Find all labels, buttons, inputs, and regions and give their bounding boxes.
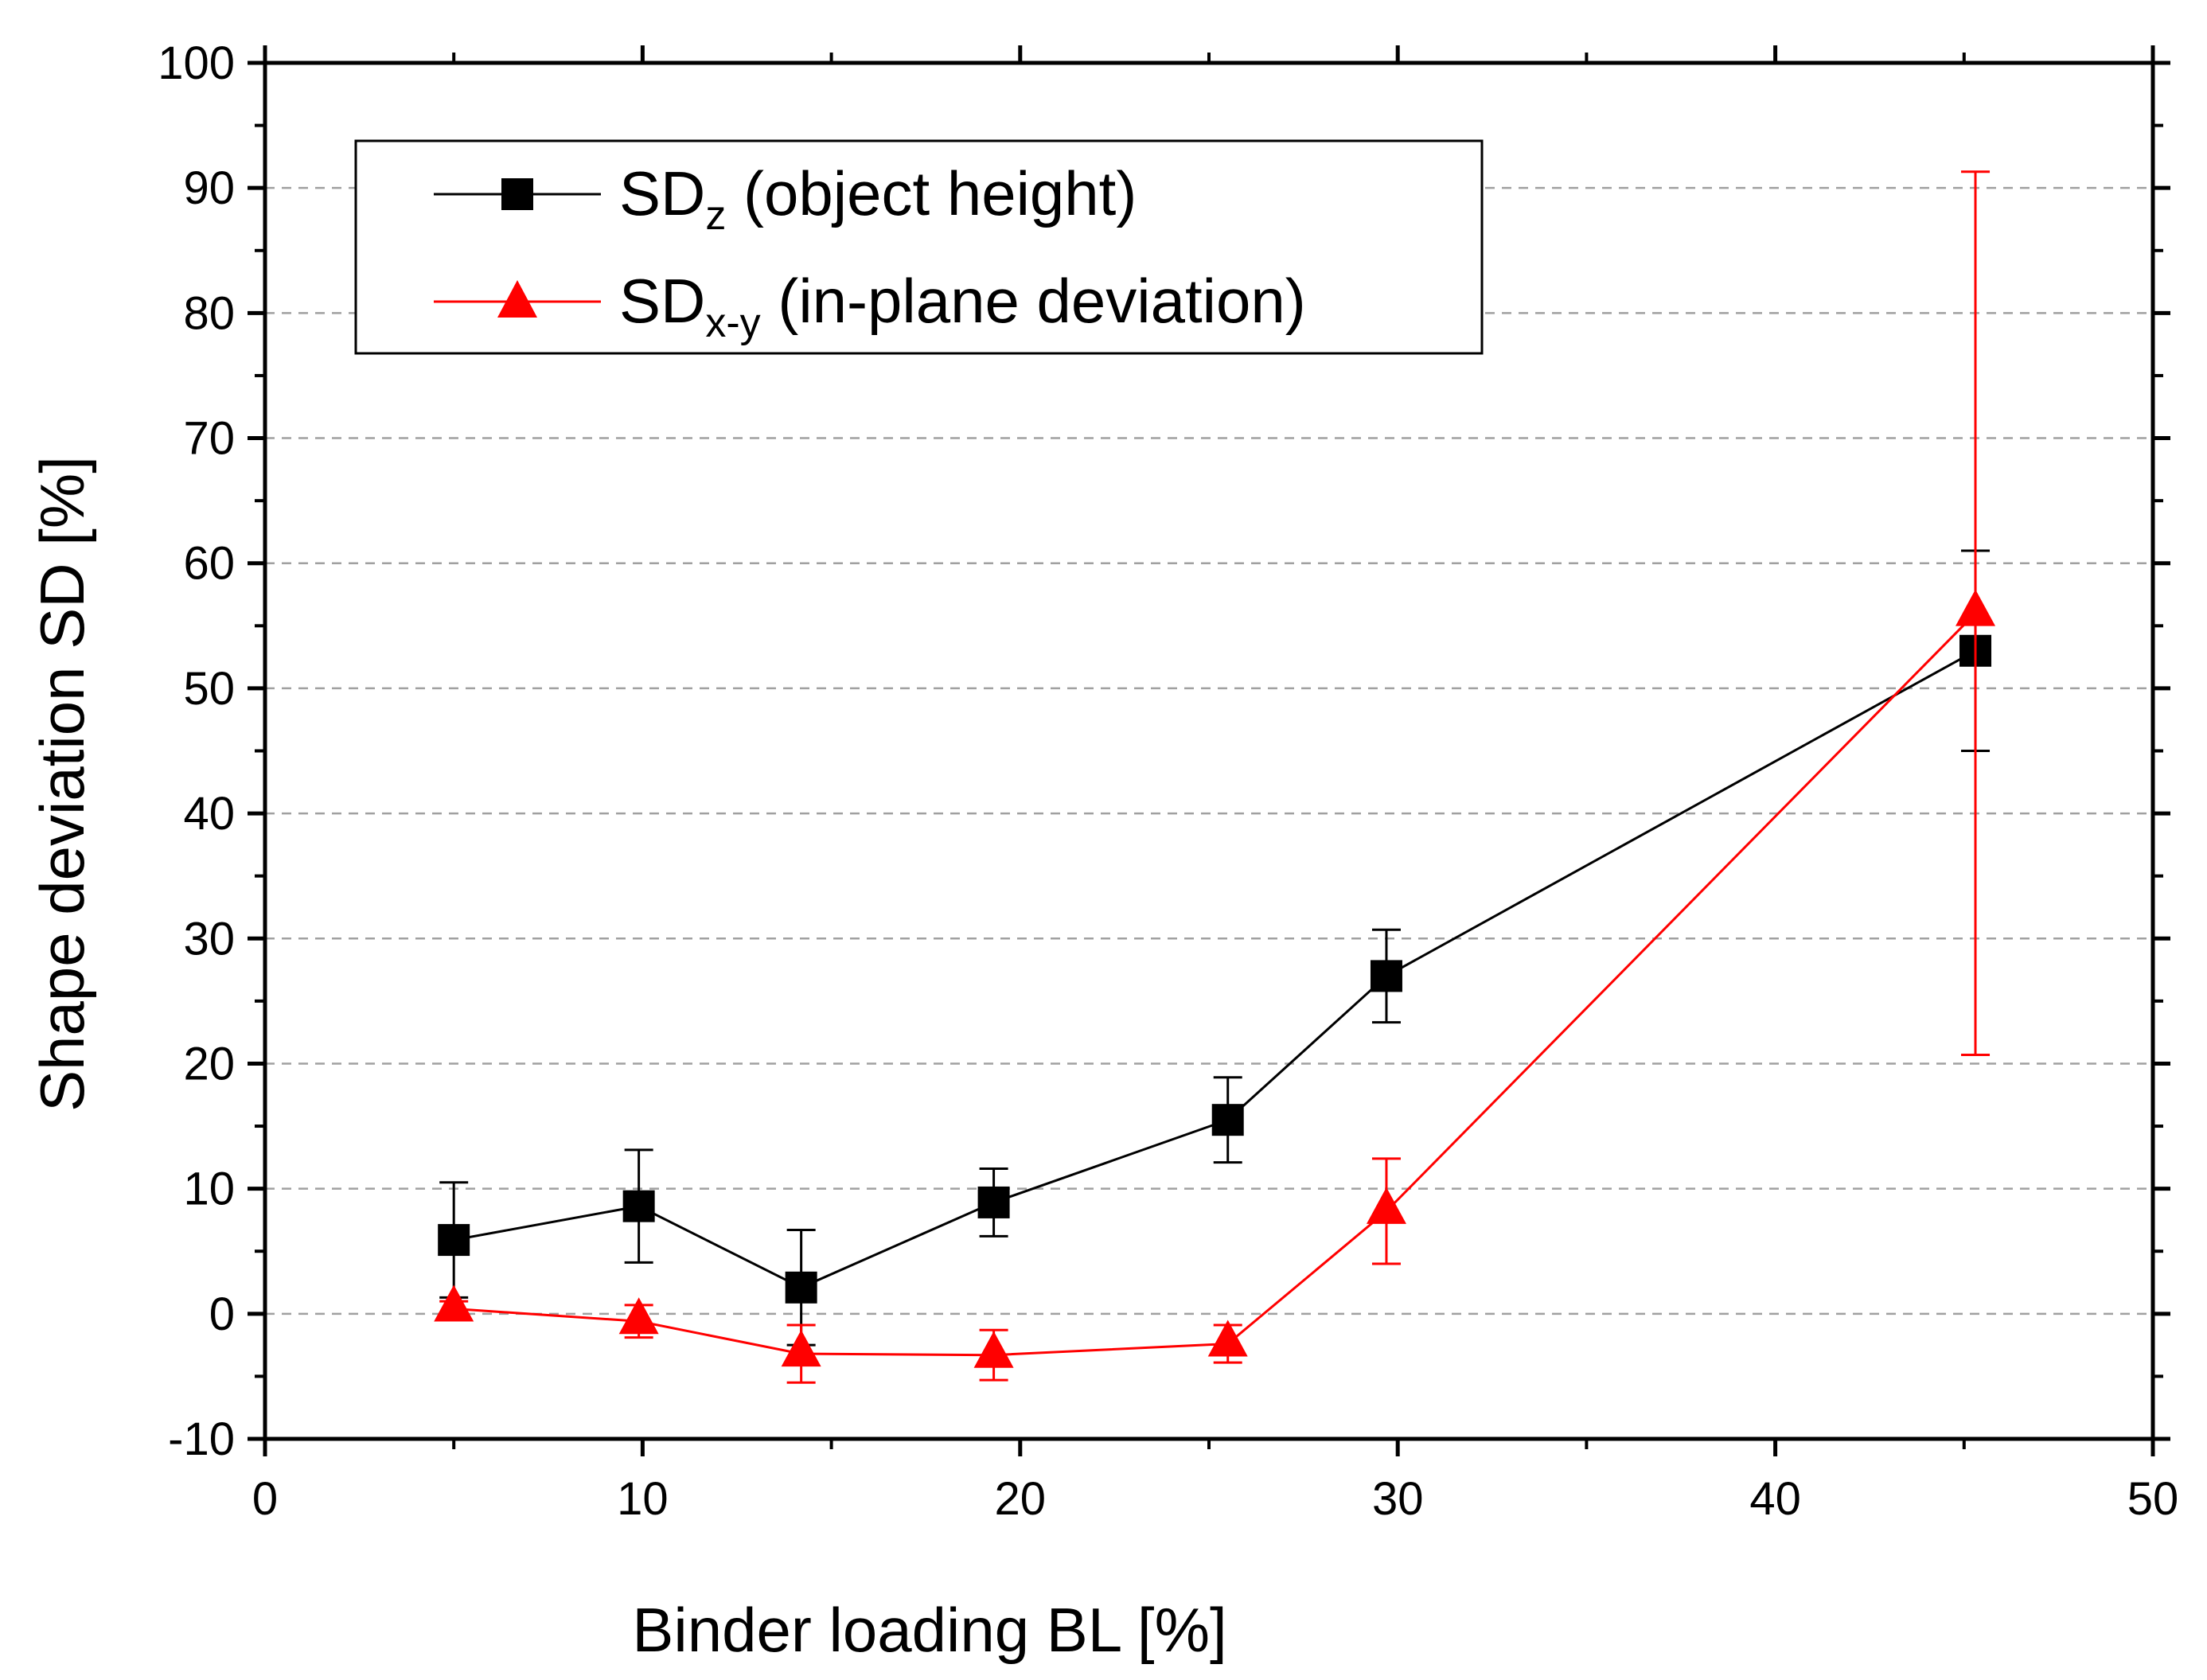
legend-sdz-rest: (object height) (726, 158, 1137, 228)
series-line (453, 649, 1976, 1289)
data-point-square (977, 1186, 1010, 1218)
data-point-triangle (1366, 1187, 1406, 1224)
grid-lines (265, 186, 2153, 1316)
axes: -10 0 10 20 30 40 50 60 70 80 90 100 0 10 20 30 40 50 (158, 37, 2178, 1525)
x-tick-label: 20 (995, 1473, 1047, 1525)
y-tick-label: 20 (183, 1038, 235, 1089)
y-tick-label: 80 (183, 287, 235, 339)
y-tick-label: 50 (183, 663, 235, 715)
data-point-triangle (618, 1297, 659, 1335)
x-tick-label: 10 (617, 1473, 669, 1525)
y-tick-label: 10 (183, 1164, 235, 1215)
legend-box (354, 139, 1484, 355)
series-line (454, 612, 1977, 1357)
x-tick-label: 30 (1372, 1473, 1424, 1525)
data-point-square (1211, 1104, 1244, 1136)
data-point-triangle (781, 1330, 821, 1367)
data-point-square (785, 1271, 817, 1304)
x-tick-label: 40 (1749, 1473, 1801, 1525)
data-point-square (438, 1224, 470, 1257)
data-point-triangle (973, 1331, 1014, 1368)
y-tick-label: 40 (183, 788, 235, 840)
y-tick-label: 100 (158, 37, 235, 89)
legend-sdxy-main: SD (619, 266, 705, 336)
x-tick-label: 0 (252, 1473, 278, 1525)
series-layer (434, 170, 1996, 1384)
y-tick-label: 30 (183, 913, 235, 965)
data-point-square (622, 1190, 655, 1222)
y-axis-title: Shape deviation SD [%] (27, 456, 97, 1112)
legend-marker-square (501, 178, 533, 210)
x-tick-label: 50 (2127, 1473, 2179, 1525)
legend-sdz-sub: z (705, 193, 726, 239)
y-tick-label: 90 (183, 162, 235, 214)
x-axis-title: Binder loading BL [%] (632, 1595, 1226, 1665)
legend: SDz (object height) SDx-y (in-plane devi… (354, 139, 1484, 355)
legend-sdz-main: SD (619, 158, 705, 228)
series-sdxy (434, 170, 1996, 1384)
series-sdz (438, 549, 1992, 1347)
legend-marker-triangle (497, 280, 537, 318)
legend-label-sdz: SDz (object height) (619, 158, 1137, 239)
legend-sdxy-sub: x-y (705, 300, 760, 346)
legend-sdxy-rest: (in-plane deviation) (761, 266, 1306, 336)
y-tick-label: -10 (168, 1413, 235, 1465)
data-point-square (1370, 960, 1402, 992)
y-tick-label: 60 (183, 538, 235, 590)
data-point-triangle (1955, 589, 1996, 626)
y-tick-label: 70 (183, 413, 235, 465)
legend-label-sdxy: SDx-y (in-plane deviation) (619, 266, 1306, 346)
data-point-triangle (1207, 1319, 1248, 1357)
data-point-triangle (434, 1284, 474, 1322)
y-tick-label: 0 (209, 1288, 235, 1340)
